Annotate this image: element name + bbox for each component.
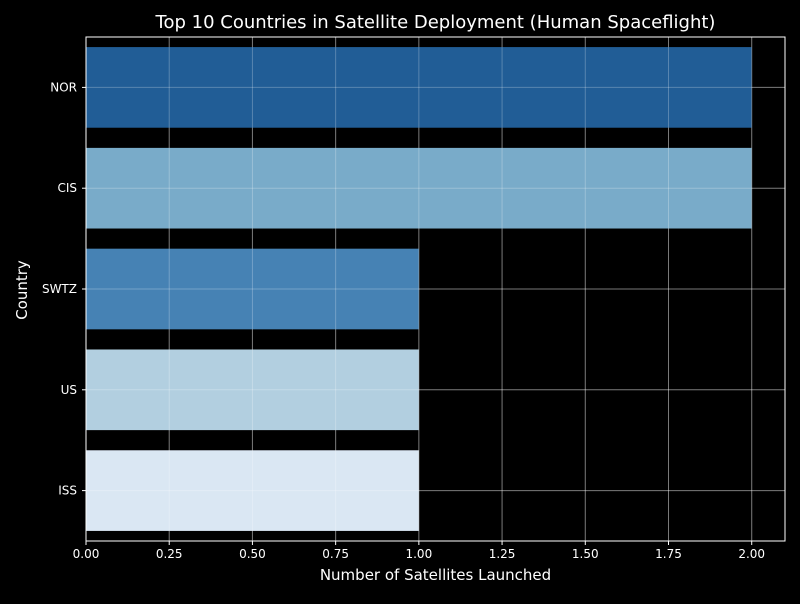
- x-tick-label: 1.00: [405, 547, 432, 561]
- bars: [85, 37, 785, 541]
- chart-title: Top 10 Countries in Satellite Deployment…: [155, 12, 716, 33]
- x-axis-title: Number of Satellites Launched: [320, 566, 551, 584]
- bar: [86, 248, 419, 330]
- y-axis-title: Country: [13, 260, 31, 320]
- x-tick-label: 0.25: [156, 547, 183, 561]
- x-axis-ticks: 0.00 0.25 0.50 0.75 1.00 1.25 1.50 1.75 2.00: [73, 541, 765, 561]
- x-tick-label: 1.75: [655, 547, 682, 561]
- x-tick-label: 0.50: [239, 547, 266, 561]
- x-tick-label: 2.00: [738, 547, 765, 561]
- bar: [86, 147, 752, 229]
- bar: [86, 47, 752, 128]
- x-tick-label: 1.25: [489, 547, 516, 561]
- y-tick-label: CIS: [57, 181, 77, 195]
- x-tick-label: 1.50: [572, 547, 599, 561]
- gridlines-overlay: [85, 37, 785, 541]
- bar: [86, 349, 419, 431]
- y-axis-ticks: NOR CIS SWTZ US ISS: [42, 80, 86, 498]
- x-tick-label: 0.00: [73, 547, 100, 561]
- y-tick-label: ISS: [58, 484, 77, 498]
- y-tick-label: NOR: [50, 80, 77, 94]
- y-tick-label: SWTZ: [42, 282, 77, 296]
- bar: [86, 450, 419, 531]
- y-tick-label: US: [61, 383, 77, 397]
- x-tick-label: 0.75: [322, 547, 349, 561]
